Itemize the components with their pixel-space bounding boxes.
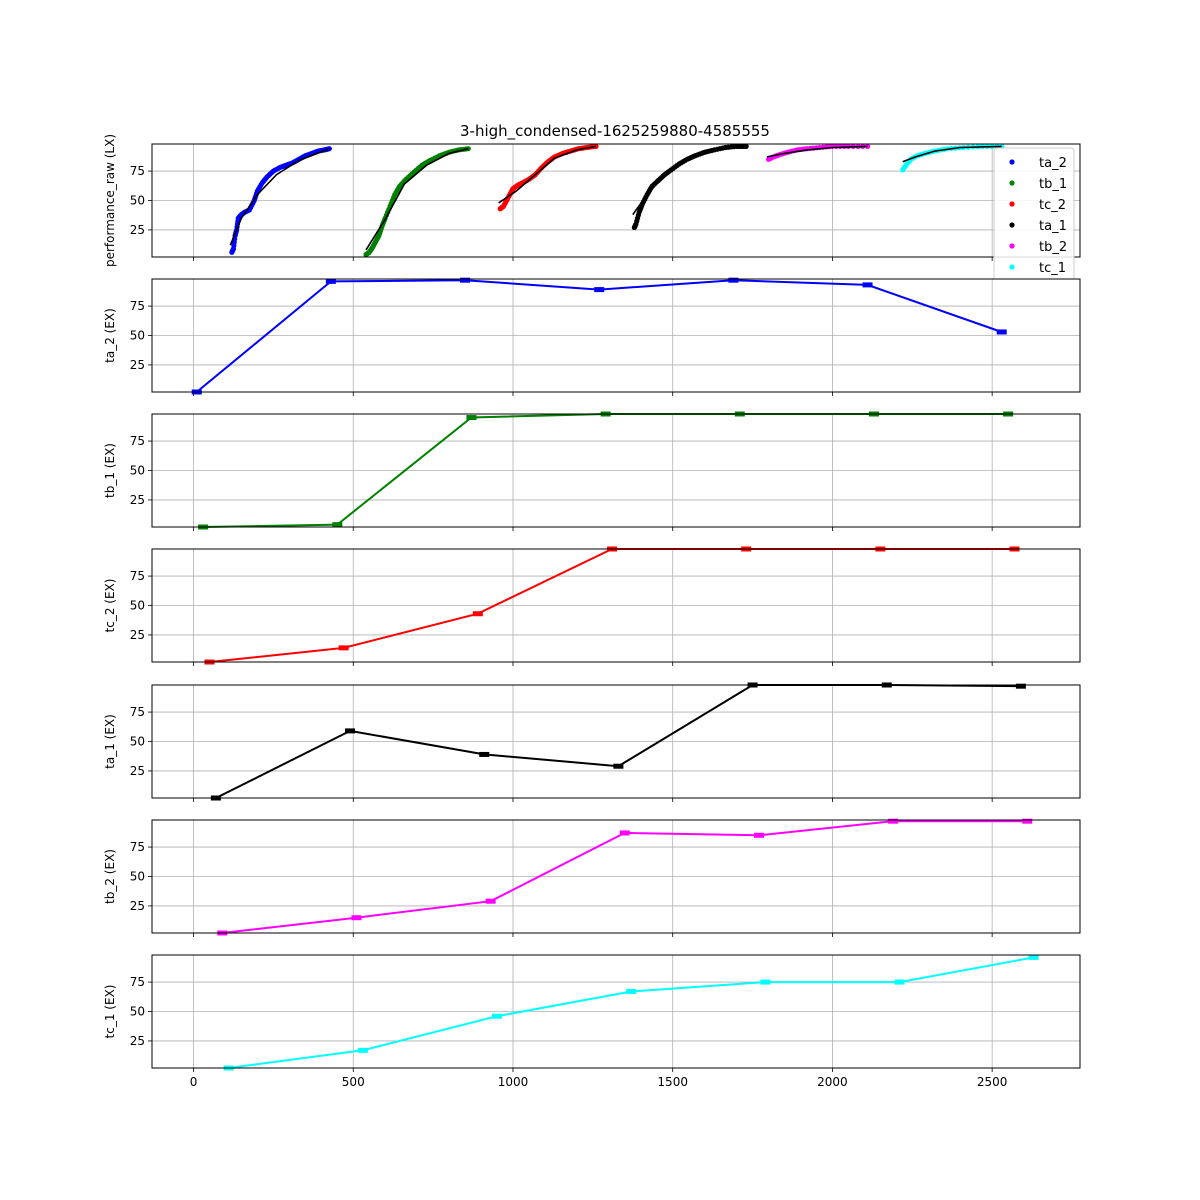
chart-title: 3-high_condensed-1625259880-4585555 (460, 122, 770, 141)
data-point-tc_1 (357, 1047, 368, 1053)
data-point-tb_2 (753, 832, 764, 838)
axes-frame (151, 413, 1081, 528)
y-tick-label: 50 (130, 194, 145, 208)
y-axis-label: tc_2 (EX) (103, 579, 117, 633)
data-point-tc_1 (492, 1013, 503, 1019)
y-tick-label: 25 (130, 1034, 145, 1048)
legend-label-tc_1: tc_1 (1039, 261, 1066, 276)
fit-line-ta_1 (632, 145, 747, 216)
data-point-ta_1 (1015, 683, 1026, 689)
y-tick-label: 25 (130, 764, 145, 778)
data-point-ta_2 (325, 278, 336, 284)
y-tick-label: 50 (130, 329, 145, 343)
y-tick-label: 50 (130, 464, 145, 478)
subplot-1: 25 50 75 ta_2 (EX) (103, 277, 1081, 396)
legend-label-ta_2: ta_2 (1039, 156, 1067, 171)
y-tick-label: 75 (130, 705, 145, 719)
subplot-5: 25 50 75 tb_2 (EX) (103, 818, 1081, 937)
data-point-ta_2 (594, 287, 605, 293)
y-tick-label: 50 (130, 870, 145, 884)
x-tick-label: 0 (190, 1075, 198, 1089)
fit-line-ta_2 (229, 147, 330, 246)
fit-line-tc_1 (902, 145, 1002, 163)
legend-marker-ta_1 (1009, 222, 1015, 228)
scatter-point-tc_2 (593, 144, 599, 149)
y-axis-label: ta_1 (EX) (103, 714, 117, 769)
legend-label-tb_1: tb_1 (1039, 177, 1067, 192)
data-point-ta_1 (479, 751, 490, 757)
data-point-tb_2 (888, 818, 899, 824)
y-tick-label: 25 (130, 493, 145, 507)
axes-frame (151, 548, 1081, 663)
x-tick-label: 1000 (498, 1075, 529, 1089)
data-point-ta_2 (862, 282, 873, 288)
y-axis-label: tb_2 (EX) (103, 849, 117, 904)
data-point-ta_2 (728, 277, 739, 283)
data-point-tb_2 (351, 915, 362, 921)
data-point-tb_2 (619, 830, 630, 836)
legend-marker-ta_2 (1009, 159, 1015, 165)
y-tick-label: 75 (130, 975, 145, 989)
legend-marker-tc_1 (1009, 264, 1015, 270)
y-tick-label: 25 (130, 358, 145, 372)
data-point-tb_1 (332, 522, 343, 528)
x-tick-label: 2500 (977, 1075, 1008, 1089)
y-tick-label: 50 (130, 735, 145, 749)
x-tick-label: 500 (342, 1075, 365, 1089)
legend: ta_2 tb_1 tc_2 ta_1 tb_2 tc_1 (993, 147, 1075, 283)
y-tick-label: 50 (130, 1005, 145, 1019)
x-tick-label: 1500 (657, 1075, 688, 1089)
data-point-tc_1 (1028, 954, 1039, 960)
legend-label-ta_1: ta_1 (1039, 219, 1067, 234)
legend-label-tc_2: tc_2 (1039, 198, 1066, 213)
fit-line-tc_2 (498, 145, 597, 204)
data-point-tb_2 (1022, 818, 1033, 824)
y-tick-label: 75 (130, 840, 145, 854)
y-tick-label: 50 (130, 599, 145, 613)
y-tick-label: 75 (130, 434, 145, 448)
scatter-data (229, 144, 1005, 257)
data-point-ta_1 (345, 728, 356, 734)
axes-frame (151, 954, 1081, 1069)
data-point-tb_2 (485, 898, 496, 904)
legend-marker-tb_2 (1009, 243, 1015, 249)
y-tick-label: 25 (130, 223, 145, 237)
y-axis-label: tc_1 (EX) (103, 985, 117, 1039)
legend-label-tb_2: tb_2 (1039, 240, 1067, 255)
fit-line-tb_2 (766, 145, 868, 158)
fit-line-tb_1 (365, 147, 469, 251)
legend-marker-tc_2 (1009, 201, 1015, 207)
y-tick-label: 75 (130, 569, 145, 583)
axes-frame (151, 143, 1081, 258)
y-axis-label: performance_raw (LX) (103, 134, 117, 267)
data-point-tb_1 (466, 415, 477, 421)
x-tick-label: 2000 (817, 1075, 848, 1089)
data-point-tc_2 (338, 645, 349, 651)
legend-marker-tb_1 (1009, 180, 1015, 186)
subplot-2: 25 50 75 tb_1 (EX) (103, 411, 1081, 531)
subplot-3: 25 50 75 tc_2 (EX) (103, 546, 1081, 666)
axes-frame (151, 278, 1081, 393)
y-tick-label: 75 (130, 164, 145, 178)
data-point-ta_2 (460, 277, 471, 283)
axes-frame (151, 819, 1081, 934)
y-axis-label: tb_1 (EX) (103, 443, 117, 498)
data-point-ta_1 (613, 763, 624, 769)
y-axis-label: ta_2 (EX) (103, 308, 117, 363)
axes-frame (151, 684, 1081, 799)
data-point-tc_1 (760, 979, 771, 985)
data-point-tc_2 (472, 611, 483, 617)
y-tick-label: 75 (130, 299, 145, 313)
subplot-4: 25 50 75 ta_1 (EX) (103, 682, 1081, 802)
y-tick-label: 25 (130, 628, 145, 642)
data-point-ta_2 (996, 329, 1007, 335)
data-point-tc_1 (894, 979, 905, 985)
subplot-6: 25 50 75 0 500 1000 1500 2000 2500 tc_1 (EX) (103, 954, 1081, 1089)
data-point-tc_1 (626, 988, 637, 994)
y-tick-label: 25 (130, 899, 145, 913)
